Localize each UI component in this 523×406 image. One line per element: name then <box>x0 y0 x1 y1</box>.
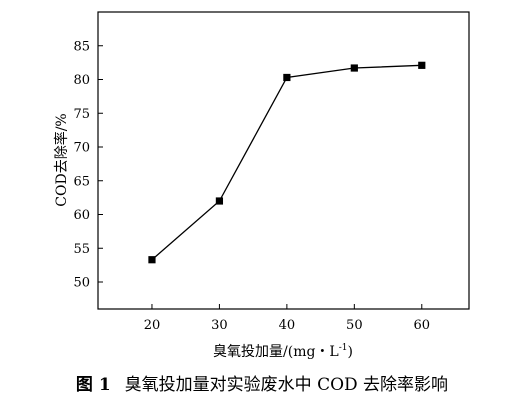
plot-frame <box>97 11 470 310</box>
y-axis-ticks: 50 55 60 65 70 75 80 85 <box>73 39 103 291</box>
data-point-marker <box>418 61 426 69</box>
y-tick-label: 70 <box>73 141 90 156</box>
figure-caption-text: 臭氧投加量对实验废水中 COD 去除率影响 <box>125 375 448 395</box>
y-axis-title: COD去除率/% <box>53 113 70 206</box>
y-tick-label: 80 <box>73 73 90 88</box>
x-tick-label: 50 <box>346 318 363 333</box>
x-axis-title-main: 臭氧投加量/(mg・L <box>213 344 339 360</box>
figure-caption: 图 1 臭氧投加量对实验废水中 COD 去除率影响 <box>76 375 448 395</box>
data-point-marker <box>148 256 156 264</box>
x-tick-label: 60 <box>414 318 431 333</box>
x-tick-label: 20 <box>144 318 161 333</box>
y-tick-label: 75 <box>73 107 90 122</box>
data-point-marker <box>283 73 291 82</box>
series-group <box>148 61 426 264</box>
y-tick-label: 50 <box>73 276 90 291</box>
x-axis-title-superscript: -1 <box>339 343 348 353</box>
x-axis-title: 臭氧投加量/(mg・L-1) <box>213 343 353 360</box>
y-tick-label: 55 <box>73 242 90 257</box>
x-axis-title-tail: ) <box>348 344 353 360</box>
x-tick-label: 40 <box>279 318 296 333</box>
x-axis-ticks: 20 30 40 50 60 <box>144 304 430 333</box>
y-tick-label: 60 <box>73 208 90 223</box>
series-line <box>151 64 422 261</box>
y-tick-label: 65 <box>73 174 90 189</box>
figure-caption-number: 图 1 <box>76 375 111 395</box>
y-tick-label: 85 <box>73 39 90 54</box>
x-tick-label: 30 <box>211 318 228 333</box>
data-point-marker <box>350 64 358 72</box>
data-point-marker <box>215 197 224 205</box>
